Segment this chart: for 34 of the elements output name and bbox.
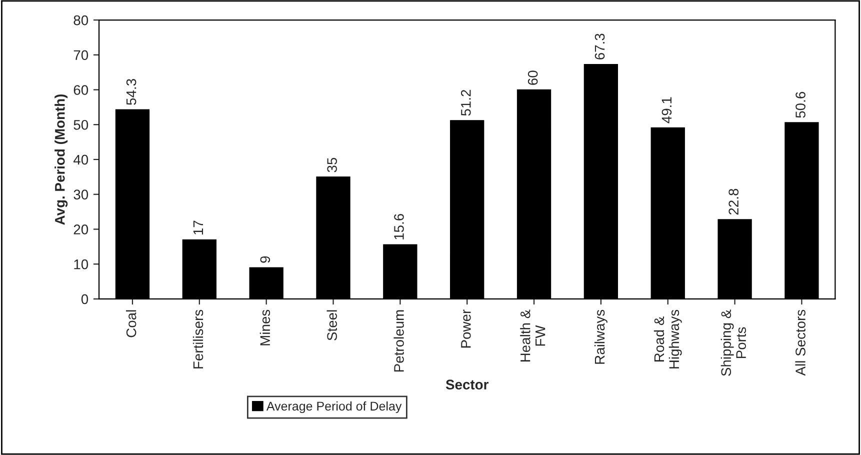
data-label: 9 [260, 256, 270, 263]
legend-label: Average Period of Delay [266, 401, 402, 414]
data-label: 51.2 [460, 90, 471, 116]
x-tick-label: Coal [126, 310, 136, 338]
y-tick-label: 50 [74, 120, 88, 130]
y-tick-label: 10 [74, 259, 88, 270]
x-tick-label: Road & Highways [654, 310, 682, 368]
x-tick-label: Health & FW [520, 310, 546, 362]
data-label: 15.6 [394, 214, 404, 240]
data-label: 22.8 [728, 188, 739, 215]
y-tick-label: 80 [74, 15, 88, 26]
y-tick-label: 30 [74, 190, 88, 200]
x-tick-label: Fertilisers [192, 310, 204, 368]
x-tick-label: Railways [594, 310, 608, 364]
y-tick-label: 20 [74, 224, 88, 234]
data-label: 49.1 [662, 97, 672, 124]
y-tick-label: 40 [73, 154, 88, 165]
x-tick-label: Power [461, 310, 471, 348]
y-axis-title: Avg. Period (Month) [54, 94, 68, 225]
y-tick-label: 70 [74, 50, 88, 60]
x-tick-label: Mines [260, 310, 270, 346]
data-label: 67.3 [594, 34, 605, 60]
x-tick-label: Petroleum [394, 310, 404, 372]
y-tick-label: 60 [74, 85, 88, 95]
x-axis-title: Sector [446, 380, 488, 390]
x-tick-label: Steel [326, 310, 337, 340]
x-tick-label: All Sectors [795, 310, 806, 376]
y-tick-label: 0 [81, 294, 88, 304]
data-label: 60 [528, 70, 538, 85]
data-label: 35 [327, 158, 337, 172]
data-label: 54.3 [126, 79, 136, 105]
data-label: 50.6 [796, 92, 806, 118]
x-tick-label: Shipping & Ports [720, 310, 746, 376]
data-label: 17 [193, 220, 203, 234]
